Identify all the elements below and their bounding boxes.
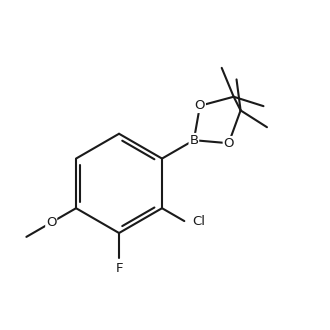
Text: O: O (223, 137, 234, 150)
Text: Cl: Cl (192, 214, 205, 228)
Text: O: O (195, 99, 205, 112)
Text: O: O (46, 216, 56, 229)
Text: B: B (189, 134, 198, 147)
Text: F: F (115, 262, 123, 275)
